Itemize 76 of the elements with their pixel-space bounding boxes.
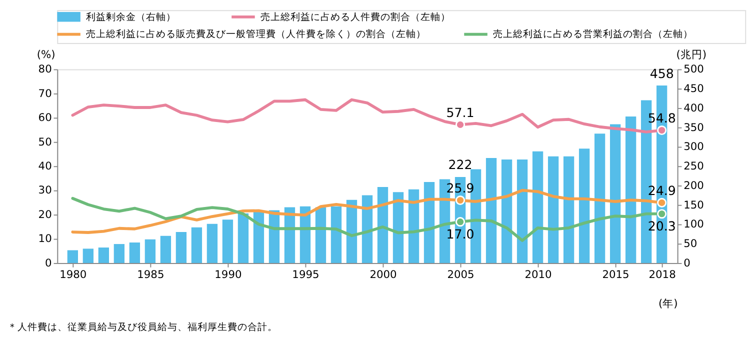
bar [253, 211, 264, 264]
y2-tick-label: 150 [684, 198, 704, 212]
y2-tick-label: 400 [684, 101, 704, 114]
bar [548, 156, 559, 264]
legend-label: 売上総利益に占める営業利益の割合（左軸） [493, 28, 694, 40]
bar [563, 156, 574, 264]
bar [578, 148, 590, 264]
point [455, 196, 466, 206]
bar [238, 213, 249, 264]
bar [160, 236, 172, 264]
y-tick-label: 20 [38, 208, 52, 221]
point [455, 217, 466, 227]
y-tick-label: 40 [38, 160, 52, 173]
y2-tick-label: 500 [684, 62, 704, 76]
bar [222, 220, 234, 264]
bar [424, 182, 435, 264]
point [657, 125, 667, 136]
y-tick-label: 50 [38, 135, 52, 148]
bar [501, 160, 512, 264]
bar [625, 116, 636, 264]
y2-tick-label: 200 [684, 178, 704, 192]
y-tick-label: 0 [45, 256, 52, 270]
point [657, 198, 667, 208]
x-tick-label: 2010 [524, 268, 552, 282]
data-label: 458 [650, 66, 674, 81]
legend-label: 利益剰余金（右軸） [86, 10, 176, 23]
bar [362, 195, 373, 264]
bar [594, 134, 606, 264]
text: ＊人件費は、従業員給与及び役員給与、福利厚生費の合計。 [7, 320, 278, 333]
y-axis-title: (%) [36, 48, 56, 62]
bar [516, 160, 528, 264]
bar [129, 242, 140, 264]
bar [176, 232, 187, 264]
data-label: 57.1 [446, 104, 474, 120]
bar [67, 250, 78, 264]
y2-tick-label: 450 [684, 82, 704, 95]
x-tick-label: 1980 [60, 268, 87, 282]
y2-axis-title: (兆円) [676, 48, 707, 62]
y2-tick-label: 50 [684, 237, 698, 250]
y2-tick-label: 0 [684, 256, 691, 270]
bar [486, 158, 497, 264]
bar [82, 248, 94, 264]
bar [98, 248, 110, 264]
x-tick-label: 2000 [370, 268, 397, 282]
y2-tick-label: 250 [684, 160, 704, 173]
y2-tick-label: 300 [684, 140, 704, 154]
bar [191, 227, 202, 264]
bar [315, 207, 326, 264]
bar [408, 189, 420, 264]
bar [206, 224, 218, 264]
y-tick-label: 80 [38, 62, 52, 76]
point [657, 209, 667, 219]
x-axis-title: (年) [658, 297, 678, 310]
y2-tick-label: 100 [684, 218, 704, 231]
y2-tick-label: 350 [684, 120, 704, 134]
x-tick-label: 2015 [602, 268, 630, 282]
x-tick-label: 2018 [648, 268, 676, 282]
bar [377, 187, 388, 264]
y-tick-label: 30 [38, 184, 52, 197]
bar [144, 239, 156, 264]
bar [532, 151, 544, 264]
y-tick-label: 70 [38, 86, 52, 100]
bar [330, 206, 342, 264]
y-tick-label: 10 [38, 232, 52, 246]
x-tick-label: 1985 [137, 268, 164, 282]
y-tick-label: 60 [38, 111, 52, 124]
bar [392, 192, 404, 264]
bar [114, 244, 125, 264]
x-tick-label: 1995 [292, 268, 320, 282]
point [455, 120, 466, 130]
x-tick-label: 2005 [447, 268, 474, 282]
data-label: 222 [448, 157, 472, 172]
legend-label: 売上総利益に占める人件費の割合（左軸） [260, 10, 451, 23]
x-tick-label: 1990 [214, 268, 242, 282]
legend-label: 売上総利益に占める販売費及び一般管理費（人件費を除く）の割合（左軸） [86, 28, 426, 40]
bar [610, 124, 621, 264]
